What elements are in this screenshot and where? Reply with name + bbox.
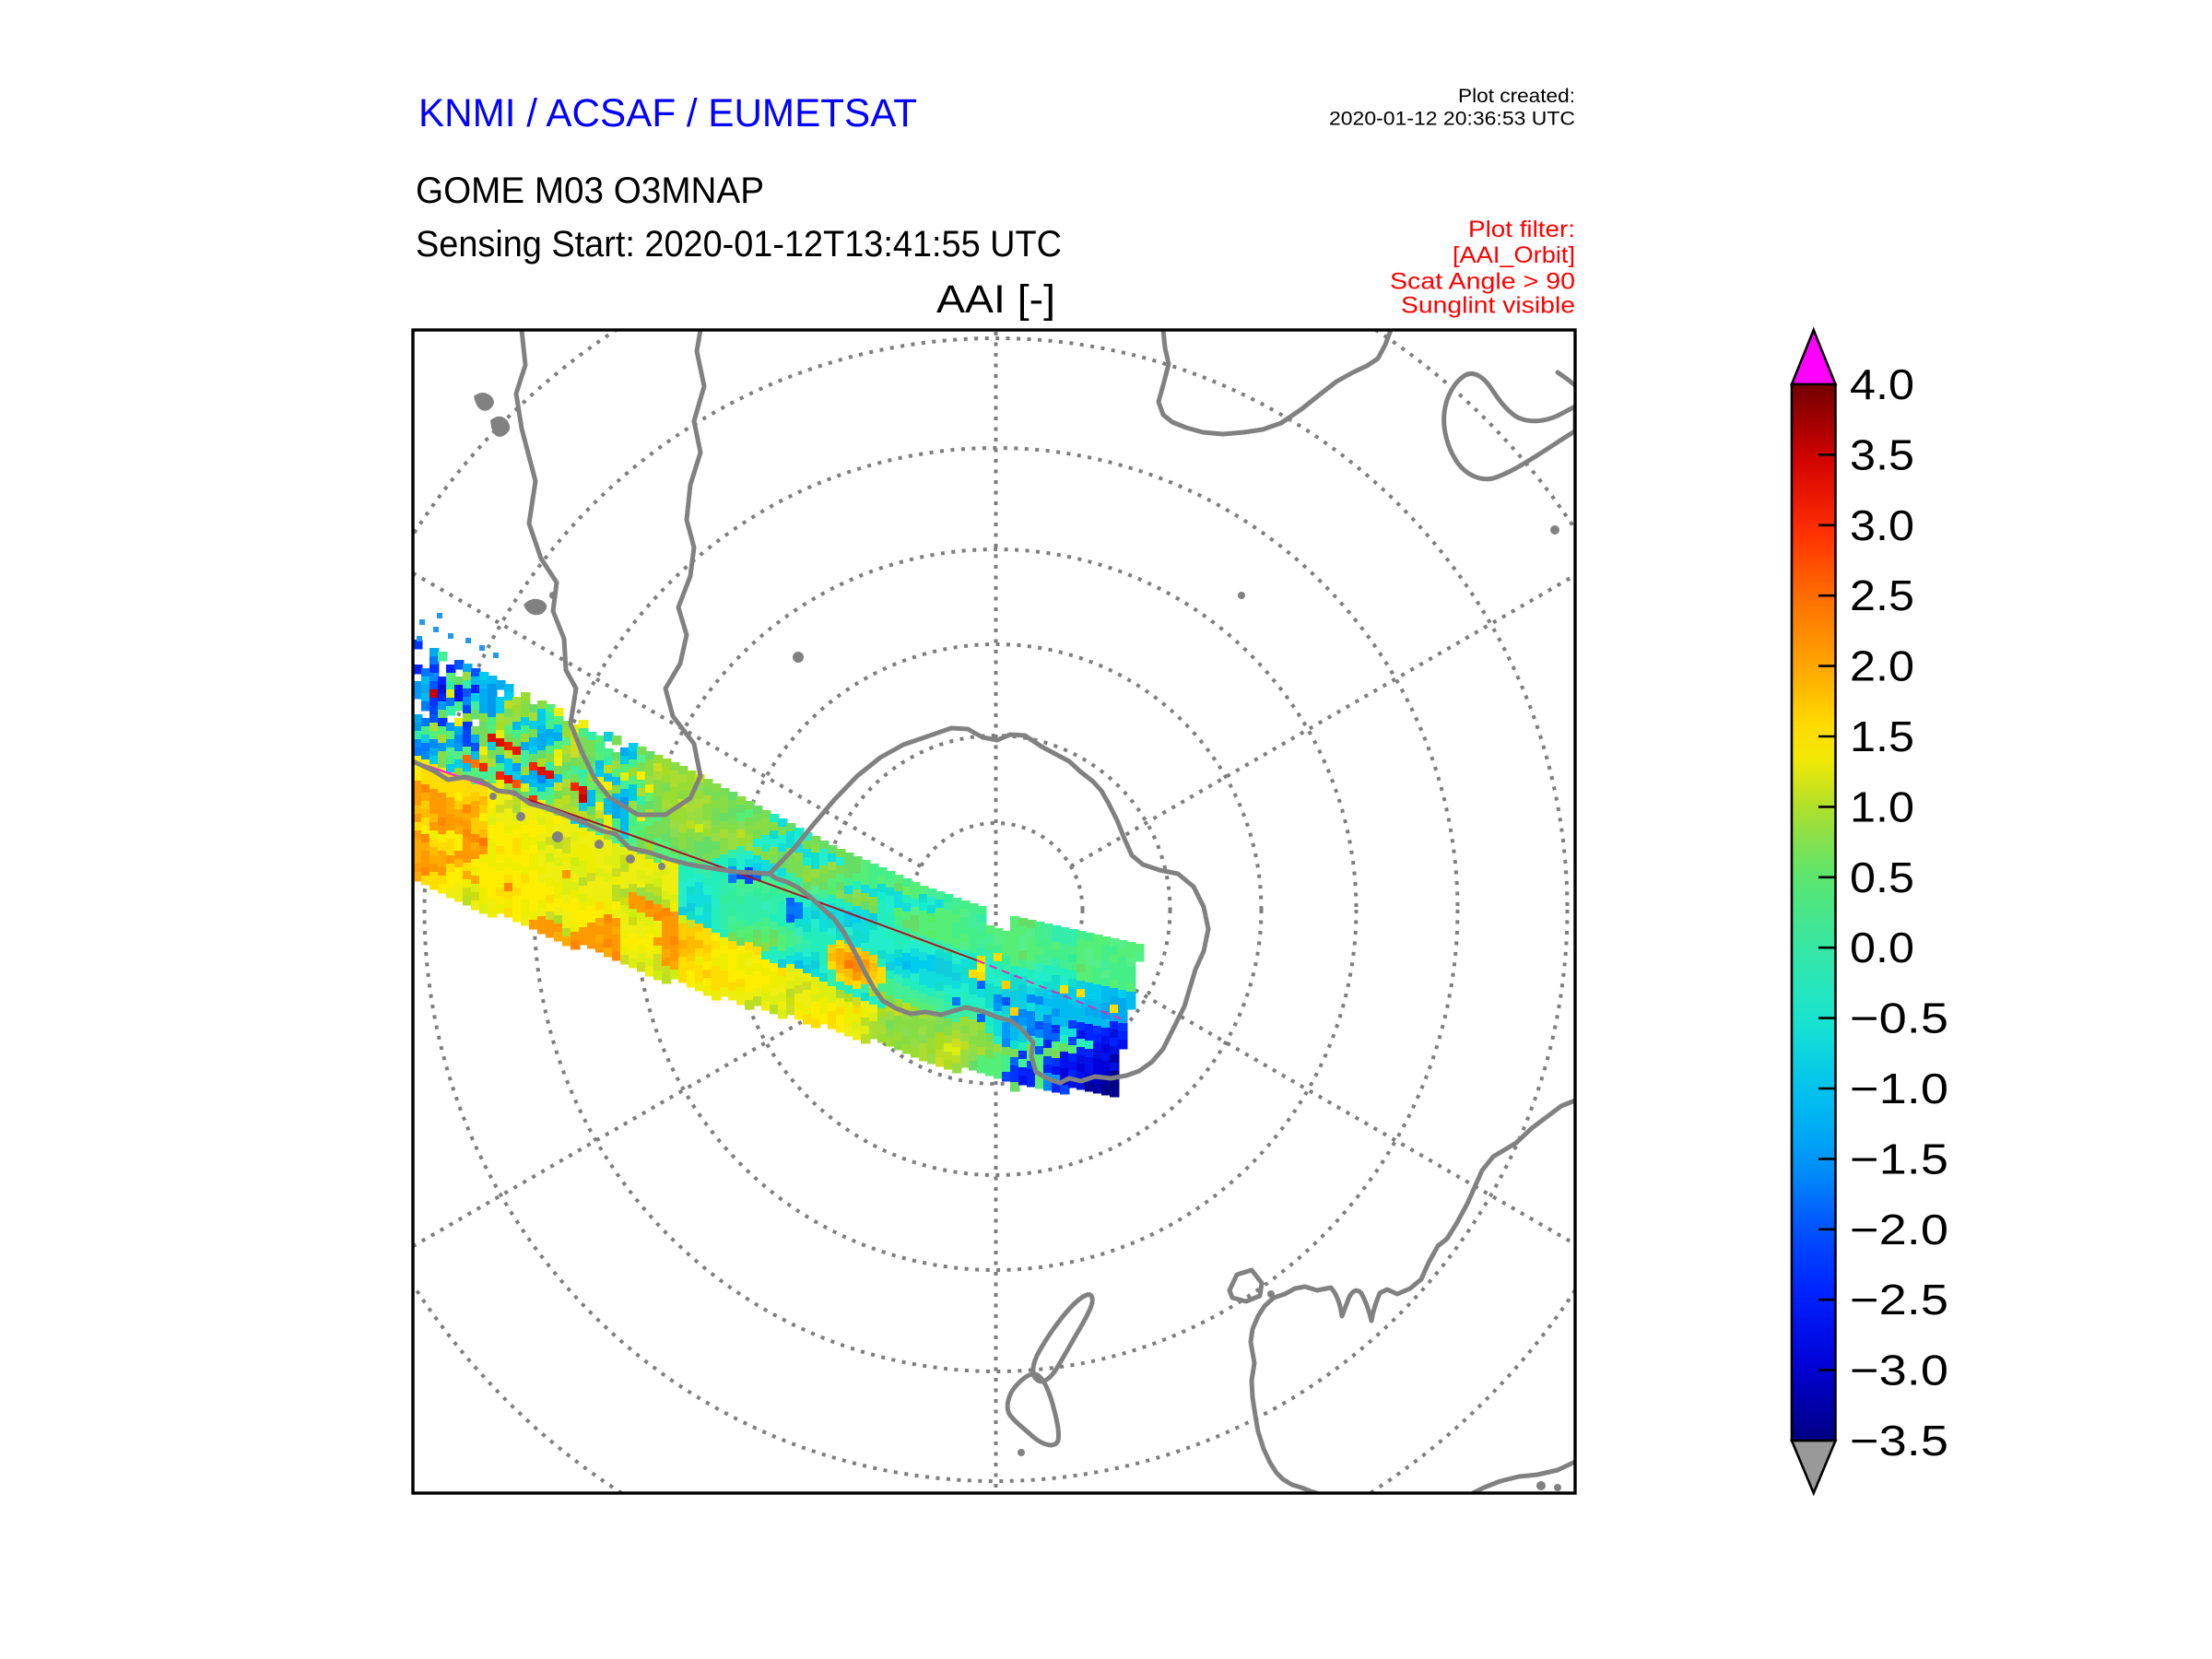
svg-text:−2.0: −2.0 <box>1850 1206 1948 1253</box>
svg-text:−2.5: −2.5 <box>1850 1276 1948 1324</box>
svg-text:Sensing Start: 2020-01-12T13:4: Sensing Start: 2020-01-12T13:41:55 UTC <box>416 224 1062 265</box>
svg-text:Scat Angle > 90: Scat Angle > 90 <box>1390 269 1575 295</box>
svg-text:AAI [-]: AAI [-] <box>936 277 1055 322</box>
svg-text:0.0: 0.0 <box>1850 924 1914 971</box>
svg-text:3.0: 3.0 <box>1850 501 1914 549</box>
svg-text:2.5: 2.5 <box>1850 571 1914 619</box>
svg-text:−1.5: −1.5 <box>1850 1135 1948 1182</box>
svg-text:Plot filter:: Plot filter: <box>1468 217 1575 242</box>
svg-text:4.0: 4.0 <box>1850 360 1914 408</box>
svg-text:Sunglint visible: Sunglint visible <box>1401 293 1575 319</box>
svg-text:−3.0: −3.0 <box>1850 1347 1948 1394</box>
svg-text:−3.5: −3.5 <box>1850 1417 1948 1465</box>
svg-text:KNMI / ACSAF / EUMETSAT: KNMI / ACSAF / EUMETSAT <box>418 91 917 135</box>
svg-text:Plot created:: Plot created: <box>1458 86 1575 107</box>
svg-text:0.5: 0.5 <box>1850 853 1914 901</box>
svg-text:−0.5: −0.5 <box>1850 994 1948 1042</box>
svg-text:1.0: 1.0 <box>1850 782 1914 830</box>
svg-text:[AAI_Orbit]: [AAI_Orbit] <box>1453 242 1575 268</box>
svg-text:−1.0: −1.0 <box>1850 1065 1948 1112</box>
svg-text:GOME M03 O3MNAP: GOME M03 O3MNAP <box>416 171 764 211</box>
svg-text:1.5: 1.5 <box>1850 712 1914 760</box>
svg-text:2020-01-12 20:36:53 UTC: 2020-01-12 20:36:53 UTC <box>1329 109 1575 130</box>
svg-text:3.5: 3.5 <box>1850 430 1914 478</box>
svg-text:2.0: 2.0 <box>1850 642 1914 690</box>
